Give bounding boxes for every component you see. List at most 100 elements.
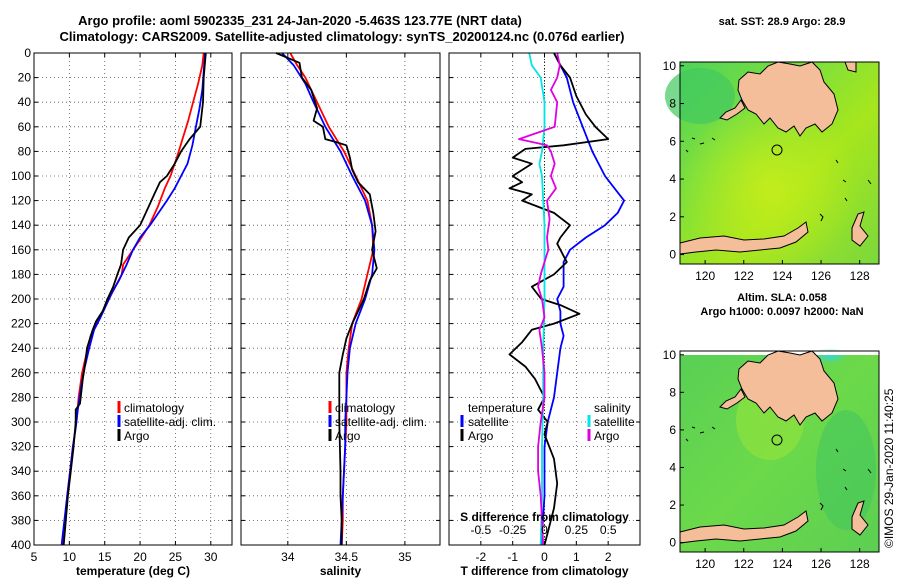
top-tick-label: 0.25 bbox=[565, 523, 589, 537]
salinity-panel: 34 34.5 35 salinity bbox=[240, 52, 441, 578]
imos-watermark: ©IMOS 29-Jan-2020 11:40:25 bbox=[882, 388, 896, 548]
map-x-tick-label: 122 bbox=[734, 269, 754, 283]
legend-s-satellite-label: satellite bbox=[594, 415, 635, 429]
sst-map-land-zamboanga bbox=[719, 99, 746, 121]
y-tick-label: 400 bbox=[11, 538, 31, 552]
y-tick-label: 220 bbox=[11, 317, 31, 331]
x-tick-label: 15 bbox=[98, 550, 112, 564]
legend-temperature-heading: temperature bbox=[468, 401, 533, 415]
y-tick-label: 360 bbox=[11, 489, 31, 503]
map-x-tick-label: 120 bbox=[695, 269, 715, 283]
y-tick-label: 100 bbox=[11, 169, 31, 183]
legend-satellite-adj-label: satellite-adj. clim. bbox=[124, 415, 216, 429]
map-y-tick-label: 2 bbox=[669, 498, 676, 512]
x-tick-label: 0 bbox=[541, 550, 548, 564]
map-y-tick-label: 10 bbox=[663, 59, 677, 73]
y-tick-label: 340 bbox=[11, 464, 31, 478]
legend-climatology-label: climatology bbox=[124, 401, 184, 415]
x-tick-label: 35 bbox=[398, 550, 412, 564]
x-tick-label: 30 bbox=[204, 550, 218, 564]
legend-t-satellite-label: satellite bbox=[468, 415, 509, 429]
series-line-t-satellite bbox=[540, 52, 625, 546]
sla-map-land-zamboanga bbox=[719, 388, 746, 410]
y-tick-label: 20 bbox=[18, 71, 32, 85]
top-tick-label: -0.5 bbox=[470, 523, 491, 537]
x-axis-label: temperature (deg C) bbox=[76, 564, 190, 578]
x-tick-label: -2 bbox=[475, 550, 486, 564]
y-tick-label: 320 bbox=[11, 440, 31, 454]
map-y-tick-label: 8 bbox=[669, 97, 676, 111]
x-tick-label: 2 bbox=[605, 550, 612, 564]
series-line-argo bbox=[62, 52, 207, 546]
map-y-tick-label: 8 bbox=[669, 385, 676, 399]
y-tick-label: 200 bbox=[11, 292, 31, 306]
sla-map-axes: 120 122 124 126 128 10 8 6 4 2 0 bbox=[663, 348, 870, 571]
map-y-tick-label: 2 bbox=[669, 210, 676, 224]
salinity-legend: climatology satellite-adj. clim. Argo bbox=[328, 401, 427, 443]
difference-legend: temperature satellite Argo salinity sate… bbox=[460, 401, 635, 443]
temperature-panel: 0 20 40 60 80 100 120 140 160 180 200 220 240 260 280 3… bbox=[11, 46, 233, 578]
sla-map-title-line1: Altim. SLA: 0.058 bbox=[737, 292, 827, 304]
legend-satellite-adj-label: satellite-adj. clim. bbox=[335, 415, 427, 429]
x-tick-label: 20 bbox=[133, 550, 147, 564]
map-y-tick-label: 4 bbox=[669, 172, 676, 186]
top-tick-label: 0 bbox=[541, 523, 548, 537]
figure-title-line2: Climatology: CARS2009. Satellite-adjuste… bbox=[60, 29, 625, 44]
sla-map-dark-patch bbox=[816, 410, 876, 530]
plot-frame bbox=[240, 52, 441, 546]
legend-t-argo-label: Argo bbox=[468, 429, 494, 443]
sst-map-islands bbox=[685, 137, 872, 222]
sla-map-land-sulawesi bbox=[679, 510, 809, 544]
legend-argo-label: Argo bbox=[124, 429, 150, 443]
top-tick-label: 0.5 bbox=[600, 523, 617, 537]
map-x-tick-label: 128 bbox=[850, 557, 870, 571]
top-axis-label: S difference from climatology bbox=[460, 510, 629, 524]
sst-map-argo-marker bbox=[771, 144, 783, 156]
series-line-s-argo bbox=[518, 52, 561, 546]
x-tick-label: -1 bbox=[507, 550, 518, 564]
legend-s-argo-label: Argo bbox=[594, 429, 620, 443]
plot-frame bbox=[33, 52, 233, 546]
legend-argo-label: Argo bbox=[335, 429, 361, 443]
map-x-tick-label: 126 bbox=[811, 269, 831, 283]
map-y-tick-label: 0 bbox=[669, 536, 676, 550]
y-tick-label: 380 bbox=[11, 513, 31, 527]
x-tick-label: 5 bbox=[31, 550, 38, 564]
y-tick-label: 140 bbox=[11, 218, 31, 232]
sst-map-axes: 120 122 124 126 128 10 8 6 4 2 0 bbox=[663, 59, 870, 283]
map-x-tick-label: 126 bbox=[811, 557, 831, 571]
sla-map-frame bbox=[679, 350, 880, 553]
sla-map-argo-marker bbox=[771, 434, 783, 446]
difference-panel: -2 -1 0 1 2 -0.5 -0.25 0 0.25 0.5S difference fro… bbox=[448, 52, 641, 578]
sst-map-land-mindanao bbox=[737, 61, 839, 137]
map-y-tick-label: 10 bbox=[663, 348, 677, 362]
y-tick-label: 180 bbox=[11, 267, 31, 281]
x-tick-label: 25 bbox=[169, 550, 183, 564]
y-tick-label: 160 bbox=[11, 243, 31, 257]
y-tick-label: 280 bbox=[11, 390, 31, 404]
sla-map-land-mindanao bbox=[737, 350, 839, 426]
map-y-tick-label: 0 bbox=[669, 248, 676, 262]
y-tick-label: 260 bbox=[11, 366, 31, 380]
map-x-tick-label: 124 bbox=[772, 269, 792, 283]
y-tick-label: 40 bbox=[18, 95, 32, 109]
x-axis-label: T difference from climatology bbox=[460, 564, 628, 578]
x-tick-label: 34 bbox=[281, 550, 295, 564]
x-tick-label: 10 bbox=[63, 550, 77, 564]
sst-map bbox=[665, 61, 880, 265]
plot-frame bbox=[448, 52, 641, 546]
sla-map bbox=[679, 348, 880, 553]
temperature-legend: climatology satellite-adj. clim. Argo bbox=[117, 401, 216, 443]
x-tick-label: 34.5 bbox=[335, 550, 359, 564]
top-tick-label: -0.25 bbox=[499, 523, 527, 537]
legend-salinity-heading: salinity bbox=[594, 401, 631, 415]
map-x-tick-label: 124 bbox=[772, 557, 792, 571]
series-line-argo bbox=[275, 52, 378, 545]
y-tick-label: 60 bbox=[18, 120, 32, 134]
y-tick-label: 80 bbox=[18, 144, 32, 158]
map-y-tick-label: 4 bbox=[669, 460, 676, 474]
map-y-tick-label: 6 bbox=[669, 134, 676, 148]
x-axis-label: salinity bbox=[320, 564, 362, 578]
sla-map-title-line2: Argo h1000: 0.0097 h2000: NaN bbox=[700, 306, 863, 318]
